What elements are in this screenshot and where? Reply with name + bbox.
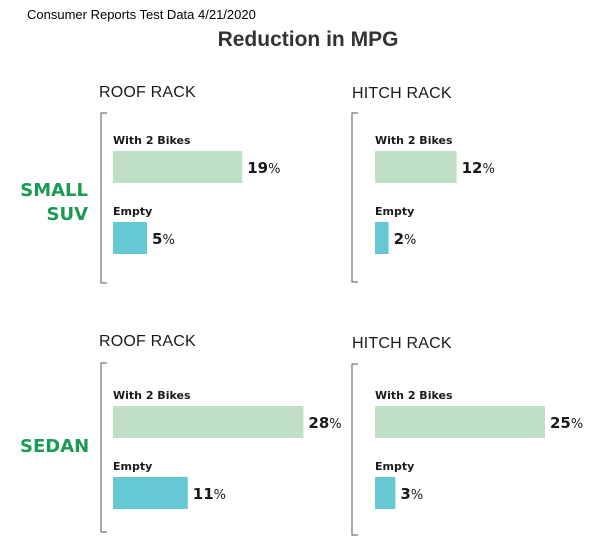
value-label-empty-small-suv-hitch-rack: 2% xyxy=(394,230,417,248)
panel-axis-sedan-roof-rack xyxy=(100,362,107,533)
bar-empty-small-suv-hitch-rack xyxy=(375,222,389,254)
bar-label-with-2-bikes-small-suv-roof-rack: With 2 Bikes xyxy=(113,134,191,147)
bar-with-2-bikes-small-suv-roof-rack xyxy=(113,151,243,183)
bar-label-with-2-bikes-small-suv-hitch-rack: With 2 Bikes xyxy=(375,134,453,147)
bar-with-2-bikes-small-suv-hitch-rack xyxy=(375,151,457,183)
row-label-sedan: SEDAN xyxy=(20,436,90,457)
source-note: Consumer Reports Test Data 4/21/2020 xyxy=(27,7,256,22)
panel-axis-small-suv-hitch-rack xyxy=(351,112,358,283)
bar-empty-sedan-hitch-rack xyxy=(375,477,396,509)
bar-label-empty-sedan-hitch-rack: Empty xyxy=(375,460,414,473)
panel-title-sedan-hitch: HITCH RACK xyxy=(352,335,452,352)
panel-title-suv-hitch: HITCH RACK xyxy=(352,85,452,102)
panel-title-sedan-roof: ROOF RACK xyxy=(99,333,196,350)
bar-empty-sedan-roof-rack xyxy=(113,477,188,509)
bar-with-2-bikes-sedan-roof-rack xyxy=(113,406,304,438)
chart-title: Reduction in MPG xyxy=(217,28,399,51)
row-label-small-suv-line1: SMALL xyxy=(20,180,88,201)
bar-label-with-2-bikes-sedan-roof-rack: With 2 Bikes xyxy=(113,389,191,402)
bar-empty-small-suv-roof-rack xyxy=(113,222,147,254)
value-label-empty-sedan-hitch-rack: 3% xyxy=(400,485,423,503)
row-label-small-suv: SMALL SUV xyxy=(20,179,88,227)
value-label-empty-sedan-roof-rack: 11% xyxy=(193,485,226,503)
bar-label-empty-small-suv-hitch-rack: Empty xyxy=(375,205,414,218)
bar-label-with-2-bikes-sedan-hitch-rack: With 2 Bikes xyxy=(375,389,453,402)
value-label-with-2-bikes-sedan-hitch-rack: 25% xyxy=(550,414,583,432)
bar-label-empty-sedan-roof-rack: Empty xyxy=(113,460,152,473)
bar-label-empty-small-suv-roof-rack: Empty xyxy=(113,205,152,218)
value-label-with-2-bikes-small-suv-roof-rack: 19% xyxy=(247,159,280,177)
panel-axis-small-suv-roof-rack xyxy=(100,112,107,284)
bar-with-2-bikes-sedan-hitch-rack xyxy=(375,406,545,438)
row-label-small-suv-line2: SUV xyxy=(46,204,88,225)
value-label-empty-small-suv-roof-rack: 5% xyxy=(152,230,175,248)
panel-axis-sedan-hitch-rack xyxy=(351,363,358,536)
panel-title-suv-roof: ROOF RACK xyxy=(99,84,196,101)
value-label-with-2-bikes-sedan-roof-rack: 28% xyxy=(308,414,341,432)
value-label-with-2-bikes-small-suv-hitch-rack: 12% xyxy=(462,159,495,177)
